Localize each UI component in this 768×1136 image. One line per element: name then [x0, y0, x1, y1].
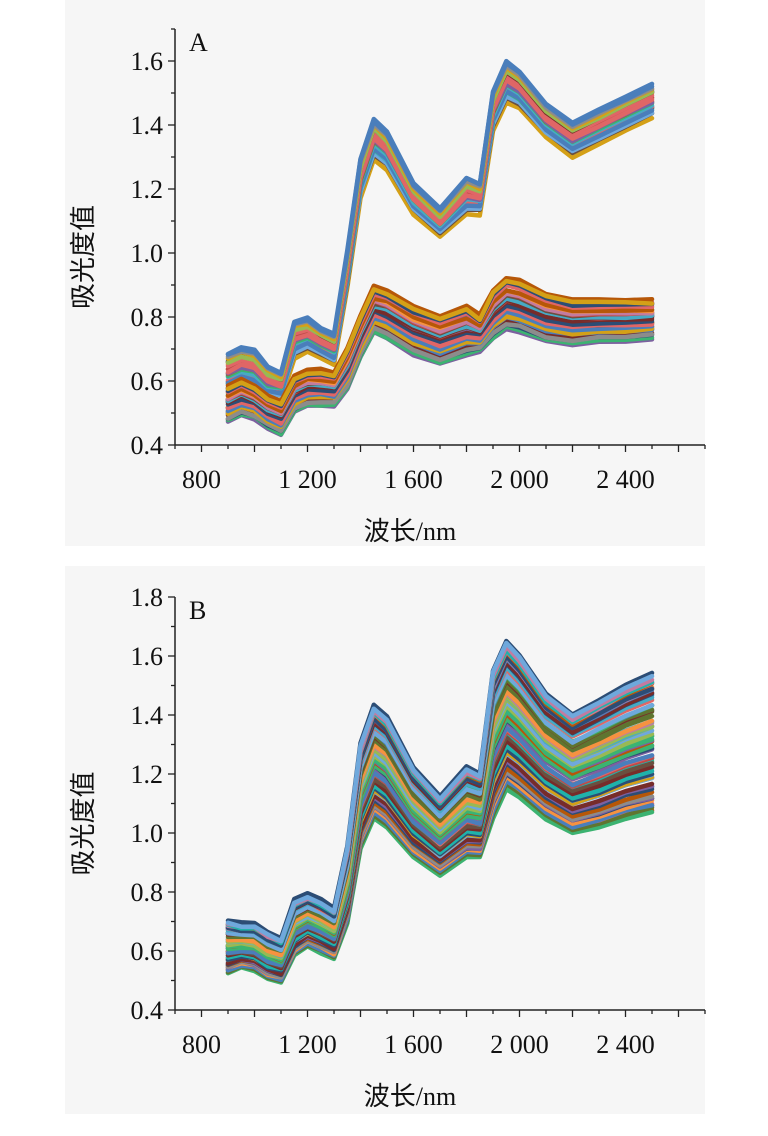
chart-panel-a: 800 1 200 1 600 2 000 2 400 0.4 0.6 0.8 1.0 1.2 1.… — [69, 28, 706, 546]
y-tick-label: 1.4 — [131, 701, 164, 730]
x-tick-label: 800 — [182, 1030, 221, 1059]
y-tick-label: 1.0 — [131, 239, 164, 268]
y-tick-label: 0.8 — [131, 878, 164, 907]
spectrum-line — [225, 689, 655, 958]
x-tick-label: 2 400 — [596, 465, 655, 494]
spectrum-line — [225, 756, 655, 977]
chart-panel-b: 800 1 200 1 600 2 000 2 400 0.4 0.6 0.8 1.0 1.2 1.… — [69, 583, 706, 1111]
x-tick-label: 2 000 — [490, 1030, 549, 1059]
y-tick-label: 1.6 — [131, 642, 164, 671]
spectrum-line — [225, 725, 655, 968]
panel-label: B — [189, 596, 206, 625]
x-tick-label: 2 000 — [490, 465, 549, 494]
y-tick-label: 1.6 — [131, 47, 164, 76]
spectrum-line — [225, 278, 655, 407]
x-tick-label: 1 200 — [278, 1030, 337, 1059]
panel-a-background — [65, 0, 705, 546]
panel-label: A — [189, 28, 208, 57]
spectrum-line — [225, 778, 655, 983]
spectrum-line — [225, 58, 655, 376]
y-tick-label: 0.6 — [131, 937, 164, 966]
y-tick-label: 0.4 — [131, 431, 164, 460]
y-tick-label: 1.2 — [131, 760, 164, 789]
spectra-lines — [225, 58, 655, 438]
panel-b-background — [65, 566, 705, 1114]
x-tick-label: 800 — [182, 465, 221, 494]
y-tick-label: 0.4 — [131, 996, 164, 1025]
y-axis-title: 吸光度值 — [69, 771, 98, 875]
x-tick-label: 1 200 — [278, 465, 337, 494]
x-axis-title: 波长/nm — [364, 517, 456, 546]
y-tick-label: 1.8 — [131, 583, 164, 612]
x-tick-label: 1 600 — [384, 1030, 443, 1059]
y-tick-label: 1.4 — [131, 111, 164, 140]
y-tick-label: 1.2 — [131, 175, 164, 204]
y-tick-label: 0.8 — [131, 303, 164, 332]
spectrum-line — [225, 322, 655, 433]
spectrum-line — [225, 288, 655, 414]
x-tick-label: 1 600 — [384, 465, 443, 494]
y-tick-label: 0.6 — [131, 367, 164, 396]
spectrum-line — [225, 303, 655, 421]
spectrum-line — [225, 306, 655, 426]
spectra-lines — [225, 638, 655, 985]
x-tick-label: 2 400 — [596, 1030, 655, 1059]
y-tick-label: 1.0 — [131, 819, 164, 848]
spectrum-line — [225, 672, 655, 953]
x-axis-title: 波长/nm — [364, 1082, 456, 1111]
spectrum-line — [225, 77, 655, 389]
spectrum-line — [225, 640, 655, 944]
y-axis-title: 吸光度值 — [69, 205, 98, 309]
